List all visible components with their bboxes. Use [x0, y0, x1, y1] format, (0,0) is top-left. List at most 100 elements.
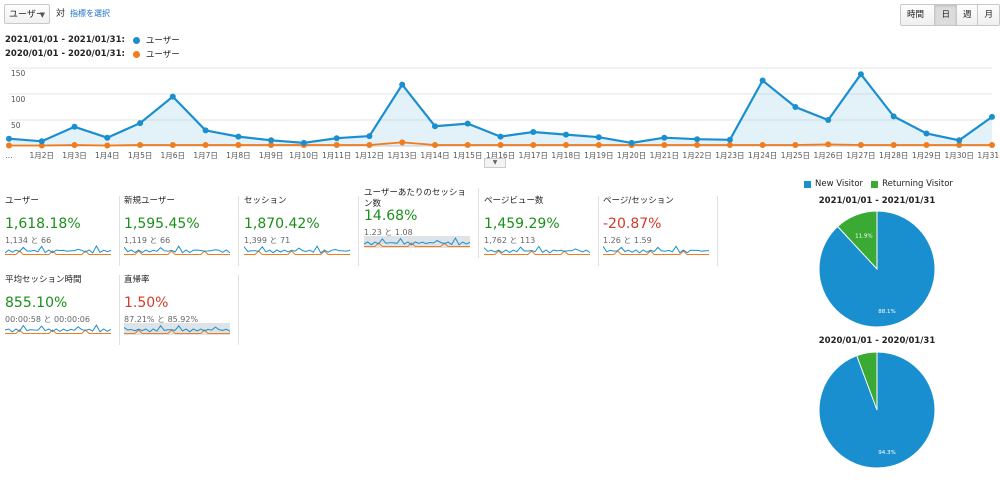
- sparkline-current: [484, 245, 590, 254]
- pie-label-returning: 11.9%: [855, 234, 872, 240]
- x-tick-label: 1月25日: [781, 151, 810, 160]
- x-tick-label: 1月12日: [355, 151, 384, 160]
- data-point: [956, 137, 963, 144]
- metric-card-comparison: 1.23 と 1.08: [364, 228, 413, 237]
- data-point: [300, 139, 307, 146]
- metric-card-value: 1,459.29%: [484, 216, 560, 232]
- metric-card[interactable]: ユーザーあたりのセッション数 14.68% 1.23 と 1.08: [364, 188, 479, 258]
- metric-card[interactable]: 平均セッション時間 855.10% 00:00:58 と 00:00:06: [5, 275, 120, 345]
- x-tick-label: 1月2日: [30, 151, 55, 160]
- metric-sparkline: [484, 245, 590, 255]
- metric-sparkline: [244, 245, 350, 255]
- sparkline-previous: [603, 250, 709, 255]
- data-point: [366, 142, 373, 148]
- period-hourly-button[interactable]: 時間別: [901, 5, 935, 25]
- metric-select[interactable]: ユーザー ▼: [4, 4, 50, 24]
- data-point: [399, 81, 406, 88]
- data-point: [432, 123, 438, 130]
- data-point: [825, 141, 832, 148]
- data-point: [923, 142, 930, 148]
- data-point: [857, 71, 864, 78]
- y-tick-label: 100: [11, 95, 26, 104]
- data-point: [399, 139, 406, 146]
- x-tick-label: 1月30日: [945, 151, 974, 160]
- data-point: [137, 120, 144, 127]
- pie-label-new: 88.1%: [878, 309, 895, 315]
- data-point: [989, 113, 995, 120]
- legend-square-icon: [871, 180, 879, 188]
- sparkline-previous: [124, 329, 230, 334]
- y-tick-label: 150: [11, 69, 26, 78]
- data-point: [6, 142, 12, 149]
- legend-current: 2021/01/01 - 2021/01/31: ユーザー: [5, 34, 180, 46]
- metric-sparkline: [5, 244, 111, 255]
- y-tick-label: 50: [11, 121, 21, 130]
- metric-card-comparison: 1.26 と 1.59: [603, 236, 652, 245]
- metric-card-value: 1,870.42%: [244, 216, 320, 232]
- data-point: [497, 142, 504, 148]
- legend-dot-icon: [132, 36, 140, 44]
- legend-current-range: 2021/01/01 - 2021/01/31:: [5, 35, 125, 45]
- period-day-button[interactable]: 日: [934, 5, 956, 25]
- data-point: [235, 133, 242, 140]
- metric-card[interactable]: ページ/セッション -20.87% 1.26 と 1.59: [603, 196, 718, 266]
- data-point: [923, 130, 930, 137]
- metric-card-title: 直帰率: [124, 275, 150, 285]
- period-week-button[interactable]: 週: [955, 5, 978, 25]
- metric-sparkline: [124, 245, 230, 255]
- x-tick-label: 1月9日: [259, 151, 284, 160]
- metric-card[interactable]: セッション 1,870.42% 1,399 と 71: [244, 196, 359, 266]
- data-point: [563, 142, 569, 148]
- data-point: [268, 137, 275, 144]
- data-point: [202, 142, 209, 148]
- metric-card[interactable]: 直帰率 1.50% 87.21% と 85.92%: [124, 275, 239, 345]
- data-point: [333, 142, 340, 148]
- x-tick-label: 1月21日: [650, 151, 679, 160]
- metric-card-comparison: 1,134 と 66: [5, 236, 52, 245]
- data-point: [956, 142, 963, 148]
- metric-card-comparison: 1,762 と 113: [484, 236, 536, 245]
- series-area-current: [9, 74, 992, 146]
- data-point: [759, 77, 766, 84]
- period-month-button[interactable]: 月: [977, 5, 999, 25]
- metric-sparkline: [603, 245, 709, 255]
- metric-card-value: 1,595.45%: [124, 216, 200, 232]
- select-metric-link[interactable]: 指標を選択: [70, 9, 110, 18]
- x-tick-label: 1月24日: [748, 151, 777, 160]
- metric-sparkline: [124, 323, 230, 335]
- sparkline-current: [5, 244, 111, 254]
- data-point: [137, 142, 144, 148]
- data-point: [104, 134, 111, 141]
- data-point: [890, 142, 897, 148]
- pie-chart-current: 11.9% 88.1%: [818, 210, 936, 328]
- metric-card-title: ユーザー: [5, 196, 39, 206]
- metric-sparkline: [364, 236, 470, 248]
- metric-card[interactable]: ユーザー 1,618.18% 1,134 と 66: [5, 196, 120, 266]
- data-point: [694, 142, 701, 148]
- data-point: [989, 142, 995, 148]
- metric-card-value: 855.10%: [5, 295, 68, 311]
- x-tick-label: 1月20日: [617, 151, 646, 160]
- metric-card-value: -20.87%: [603, 216, 662, 232]
- data-point: [38, 138, 45, 145]
- pie-legend-returning: Returning Visitor: [882, 179, 953, 189]
- collapse-handle-icon[interactable]: ▼: [484, 158, 506, 168]
- data-point: [628, 139, 635, 146]
- data-point: [71, 123, 78, 130]
- x-tick-label: 1月22日: [682, 151, 711, 160]
- metric-card[interactable]: ページビュー数 1,459.29% 1,762 と 113: [484, 196, 599, 266]
- data-point: [104, 142, 111, 149]
- legend-previous-name: ユーザー: [145, 50, 180, 60]
- pie-title-previous: 2020/01/01 - 2020/01/31: [818, 336, 936, 346]
- metric-card-value: 14.68%: [364, 208, 418, 224]
- metric-card[interactable]: 新規ユーザー 1,595.45% 1,119 と 66: [124, 196, 239, 266]
- x-tick-label: ...: [5, 151, 12, 160]
- metric-card-title: 新規ユーザー: [124, 196, 175, 206]
- data-point: [366, 133, 373, 140]
- x-tick-label: 1月16日: [486, 151, 515, 160]
- data-point: [726, 136, 733, 143]
- x-tick-label: 1月10日: [289, 151, 318, 160]
- metric-card-comparison: 00:00:58 と 00:00:06: [5, 315, 90, 324]
- sparkline-current: [124, 245, 230, 254]
- data-point: [169, 93, 176, 100]
